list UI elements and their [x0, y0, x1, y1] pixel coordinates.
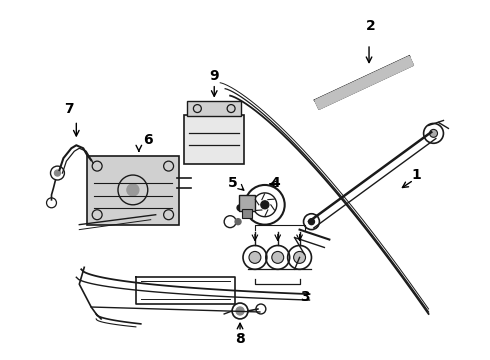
- Circle shape: [247, 205, 253, 211]
- Circle shape: [235, 219, 241, 225]
- Circle shape: [430, 129, 438, 137]
- Polygon shape: [315, 56, 414, 109]
- Circle shape: [237, 205, 243, 211]
- FancyBboxPatch shape: [87, 156, 178, 225]
- Circle shape: [309, 219, 315, 225]
- FancyBboxPatch shape: [242, 209, 252, 218]
- Text: 4: 4: [270, 176, 280, 190]
- Circle shape: [236, 307, 244, 315]
- Text: 9: 9: [209, 69, 219, 83]
- Text: 3: 3: [300, 290, 309, 304]
- Circle shape: [249, 251, 261, 264]
- Text: 7: 7: [65, 102, 74, 116]
- FancyBboxPatch shape: [188, 100, 241, 117]
- Text: 8: 8: [235, 332, 245, 346]
- Text: 2: 2: [366, 19, 376, 33]
- Circle shape: [272, 251, 284, 264]
- Text: 5: 5: [228, 176, 238, 190]
- FancyBboxPatch shape: [184, 114, 244, 164]
- Text: 1: 1: [412, 168, 421, 182]
- FancyBboxPatch shape: [239, 195, 255, 211]
- Text: 6: 6: [143, 133, 152, 147]
- Circle shape: [54, 170, 60, 176]
- Circle shape: [127, 184, 139, 196]
- Circle shape: [294, 251, 306, 264]
- Circle shape: [261, 201, 269, 209]
